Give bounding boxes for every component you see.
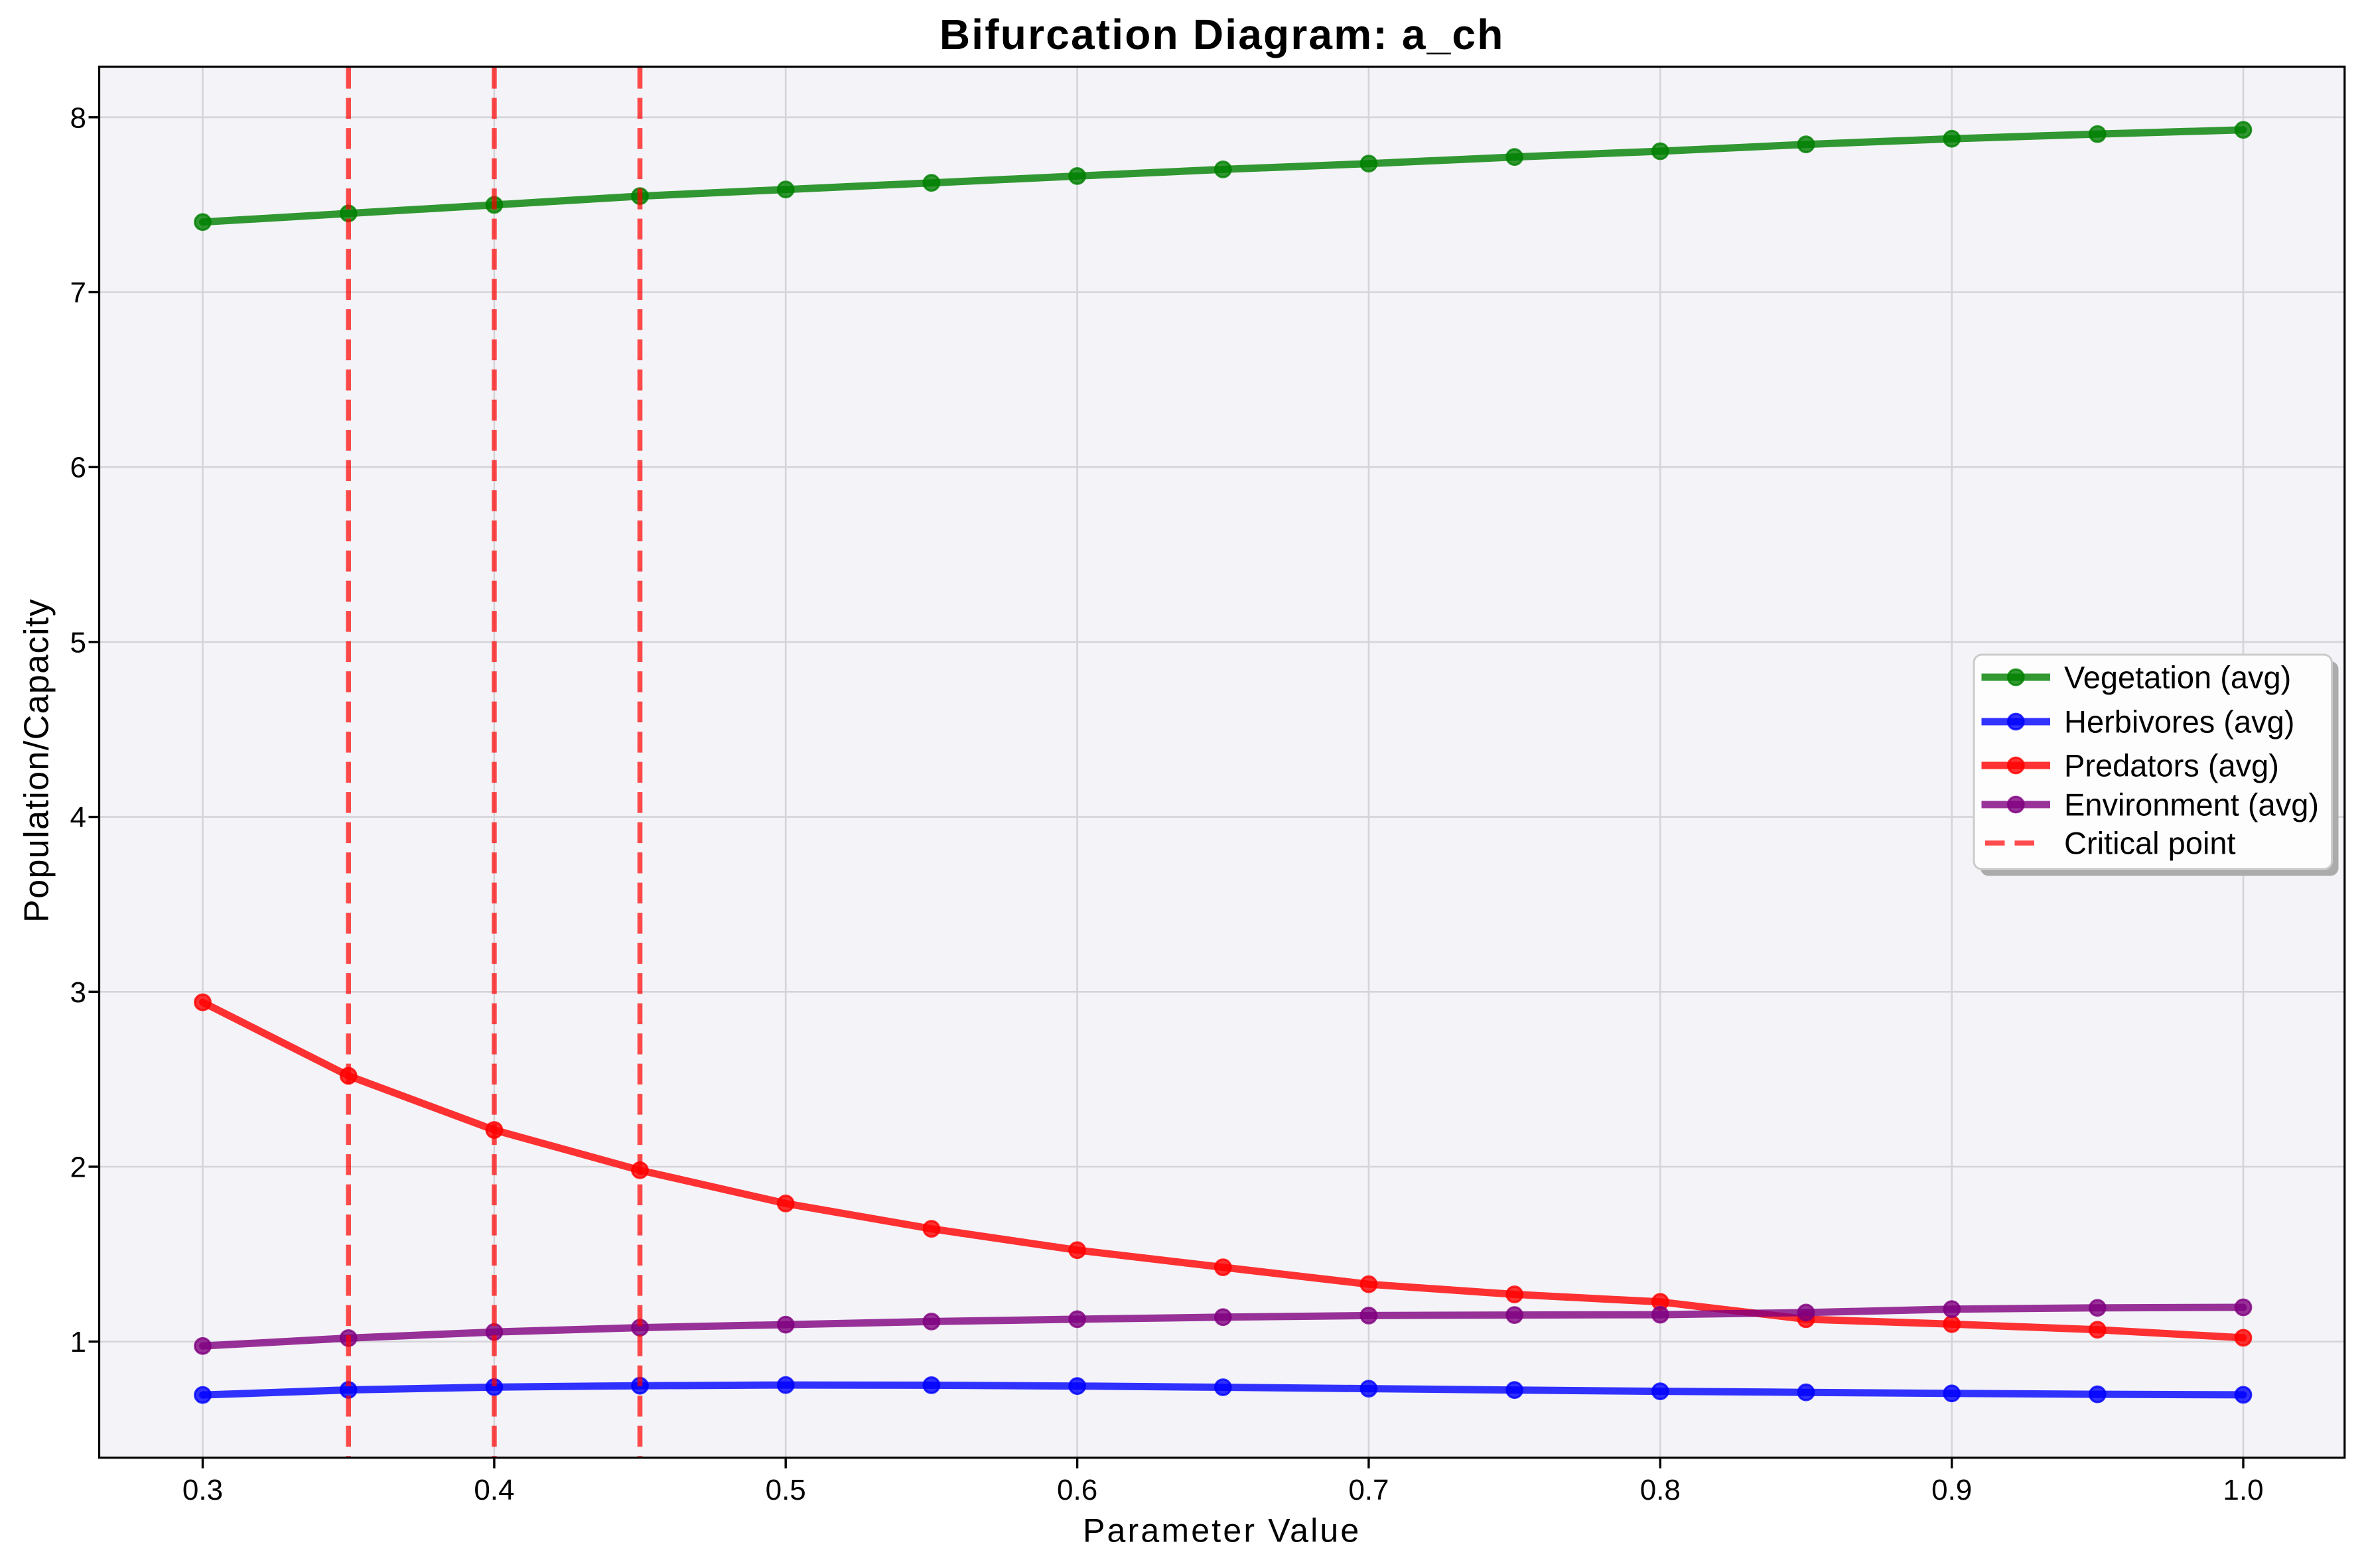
svg-text:Critical point: Critical point [2064, 826, 2236, 861]
svg-text:0.7: 0.7 [1348, 1474, 1389, 1506]
svg-text:0.5: 0.5 [766, 1474, 806, 1506]
svg-text:0.4: 0.4 [474, 1474, 514, 1506]
svg-text:7: 7 [70, 277, 86, 309]
svg-text:Parameter Value: Parameter Value [1083, 1512, 1361, 1549]
svg-text:Predators (avg): Predators (avg) [2064, 748, 2279, 783]
svg-text:Vegetation (avg): Vegetation (avg) [2064, 660, 2291, 695]
svg-text:1: 1 [70, 1326, 86, 1358]
svg-text:6: 6 [70, 452, 86, 484]
svg-text:2: 2 [70, 1151, 86, 1184]
svg-text:1.0: 1.0 [2223, 1474, 2263, 1506]
svg-text:0.3: 0.3 [182, 1474, 223, 1506]
svg-text:Environment (avg): Environment (avg) [2064, 787, 2319, 822]
svg-text:8: 8 [70, 101, 86, 134]
svg-text:3: 3 [70, 976, 86, 1009]
svg-text:4: 4 [70, 801, 86, 834]
svg-text:Population/Capacity: Population/Capacity [18, 598, 56, 923]
svg-text:0.8: 0.8 [1640, 1474, 1681, 1506]
svg-text:5: 5 [70, 626, 86, 659]
svg-text:0.9: 0.9 [1931, 1474, 1972, 1506]
svg-text:Herbivores (avg): Herbivores (avg) [2064, 704, 2294, 740]
svg-text:0.6: 0.6 [1057, 1474, 1097, 1506]
svg-text:Bifurcation Diagram: a_ch: Bifurcation Diagram: a_ch [939, 11, 1505, 58]
